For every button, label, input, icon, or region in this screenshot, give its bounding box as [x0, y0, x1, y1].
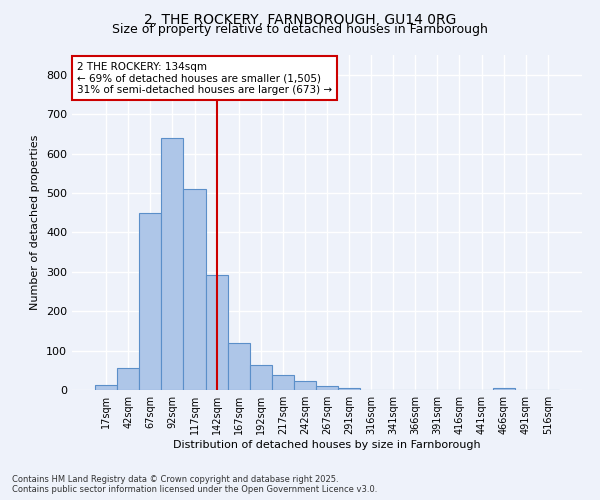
Bar [338, 388, 360, 390]
Bar [272, 375, 294, 390]
Bar [206, 276, 227, 390]
Text: Size of property relative to detached houses in Farnborough: Size of property relative to detached ho… [112, 22, 488, 36]
Text: 2, THE ROCKERY, FARNBOROUGH, GU14 0RG: 2, THE ROCKERY, FARNBOROUGH, GU14 0RG [144, 12, 456, 26]
Bar [95, 386, 117, 390]
Text: 2 THE ROCKERY: 134sqm
← 69% of detached houses are smaller (1,505)
31% of semi-d: 2 THE ROCKERY: 134sqm ← 69% of detached … [77, 62, 332, 95]
Bar [294, 382, 316, 390]
Y-axis label: Number of detached properties: Number of detached properties [31, 135, 40, 310]
Bar [117, 368, 139, 390]
Bar [161, 138, 184, 390]
Bar [493, 388, 515, 390]
Bar [139, 212, 161, 390]
Bar [184, 189, 206, 390]
Bar [227, 342, 250, 390]
Bar [316, 386, 338, 390]
Text: Contains HM Land Registry data © Crown copyright and database right 2025.
Contai: Contains HM Land Registry data © Crown c… [12, 474, 377, 494]
Bar [250, 365, 272, 390]
X-axis label: Distribution of detached houses by size in Farnborough: Distribution of detached houses by size … [173, 440, 481, 450]
